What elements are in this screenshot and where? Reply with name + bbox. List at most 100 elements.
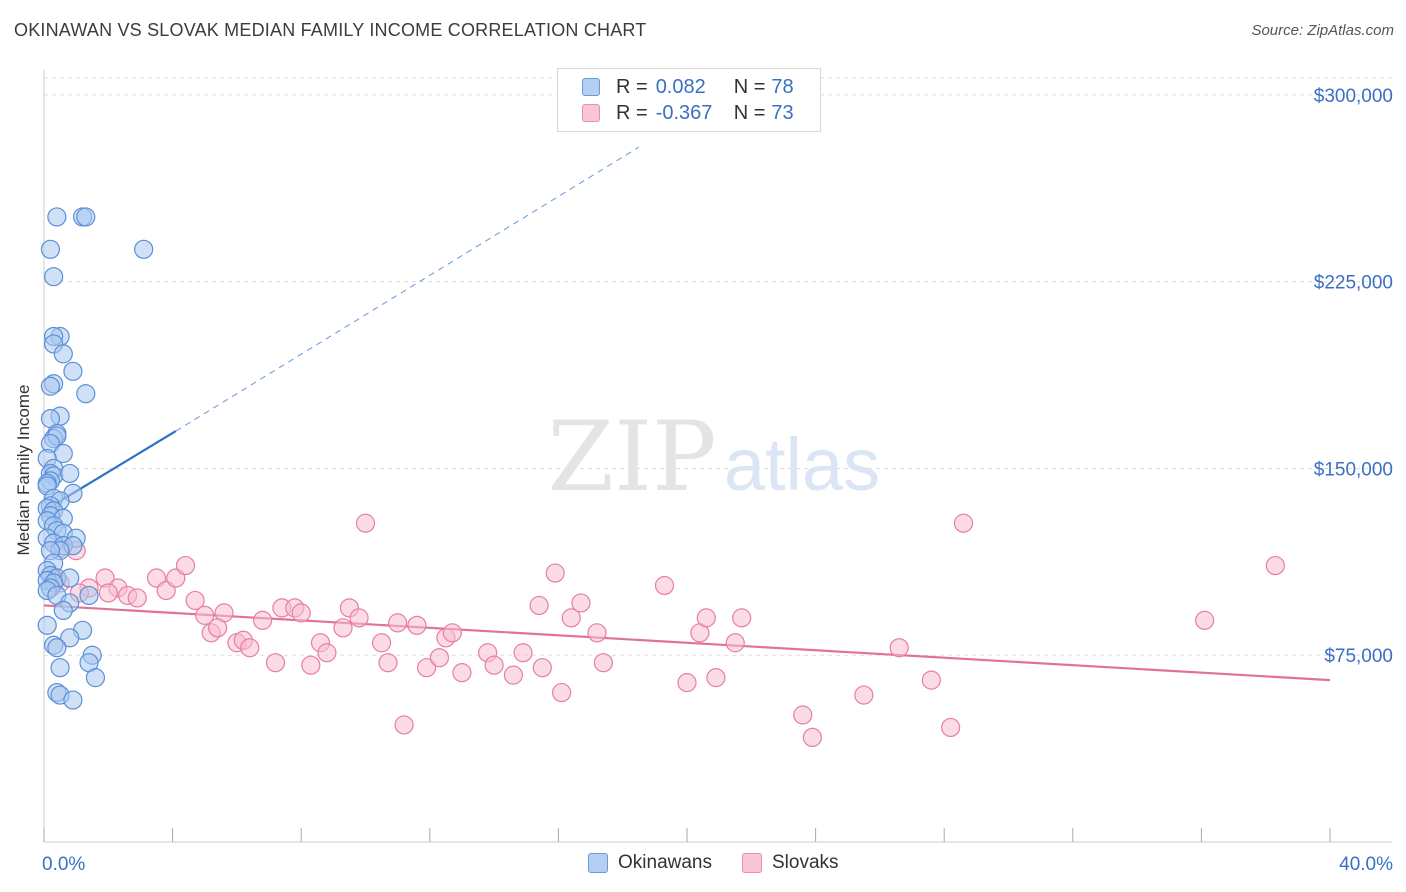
slovak-point xyxy=(127,588,147,608)
slovak-point xyxy=(394,715,414,735)
series-legend: Okinawans Slovaks xyxy=(588,852,869,874)
okinawan-point xyxy=(60,463,80,484)
slovak-point xyxy=(407,615,427,635)
slovak-point xyxy=(532,658,552,678)
axes xyxy=(43,70,1392,843)
okinawan-legend-label: Okinawans xyxy=(618,852,712,873)
okinawan-point xyxy=(44,267,64,287)
okinawan-swatch xyxy=(582,78,600,96)
slovak-points xyxy=(44,513,1285,748)
okinawan-legend-swatch xyxy=(588,853,608,873)
slovak-point xyxy=(484,655,504,675)
slovak-point xyxy=(793,705,813,725)
slovak-point xyxy=(452,663,472,683)
okinawan-point xyxy=(79,585,99,606)
okinawan-point xyxy=(47,207,67,227)
slovak-point xyxy=(593,653,614,673)
y-tick-labels: $75,000 $150,000 $225,000 $300,000 xyxy=(1314,86,1393,667)
okinawan-point xyxy=(76,384,96,404)
legend-row-slovaks: R = -0.367 N = 73 xyxy=(582,101,794,125)
slovak-point xyxy=(732,608,752,628)
slovak-point xyxy=(429,648,450,668)
slovak-point xyxy=(953,513,974,533)
x-tick-label-min: 0.0% xyxy=(42,854,85,875)
slovak-legend-swatch xyxy=(742,853,762,873)
slovak-point xyxy=(552,682,572,703)
slovak-legend-label: Slovaks xyxy=(772,852,839,873)
slovak-point xyxy=(725,633,745,653)
okinawan-trend-extension xyxy=(175,146,640,432)
n-value: 78 xyxy=(771,75,794,98)
slovak-point xyxy=(253,610,273,630)
slovak-point xyxy=(503,665,523,685)
slovak-point xyxy=(1195,610,1215,630)
y-tick-label: $300,000 xyxy=(1314,86,1393,107)
slovak-point xyxy=(416,658,437,678)
legend-item-okinawans: Okinawans xyxy=(588,852,712,874)
slovak-point xyxy=(854,685,874,705)
r-label: R = xyxy=(616,75,648,98)
okinawan-point xyxy=(40,376,61,396)
slovak-point xyxy=(301,655,321,675)
okinawan-point xyxy=(50,658,70,678)
slovak-point xyxy=(706,668,726,688)
slovak-point xyxy=(388,613,408,633)
okinawan-point xyxy=(60,628,80,648)
legend-item-slovaks: Slovaks xyxy=(742,852,839,874)
slovak-point xyxy=(654,575,675,596)
slovak-point xyxy=(265,653,286,673)
slovak-point xyxy=(240,638,260,658)
watermark-atlas: atlas xyxy=(724,423,880,506)
y-tick-label: $225,000 xyxy=(1314,273,1393,294)
okinawan-point xyxy=(63,361,83,381)
okinawan-point xyxy=(37,615,57,635)
slovak-point xyxy=(378,653,398,673)
x-tick-label-max: 40.0% xyxy=(1339,854,1393,875)
watermark: ZIP atlas xyxy=(547,401,880,513)
r-label: R = xyxy=(616,101,648,124)
okinawan-point xyxy=(47,638,67,658)
slovak-point xyxy=(442,623,462,643)
slovak-swatch xyxy=(582,104,600,122)
okinawan-points xyxy=(37,207,154,710)
slovak-point xyxy=(371,633,392,653)
slovak-point xyxy=(571,593,591,613)
y-tick-label: $150,000 xyxy=(1314,459,1393,480)
slovak-point xyxy=(802,727,822,748)
source-label: Source: ZipAtlas.com xyxy=(1251,22,1394,39)
n-value: 73 xyxy=(771,101,794,124)
r-value: -0.367 xyxy=(655,101,713,124)
okinawan-point xyxy=(40,239,61,259)
slovak-point xyxy=(317,643,337,663)
slovak-point xyxy=(561,608,581,628)
slovak-point xyxy=(355,513,376,533)
slovak-point xyxy=(941,717,961,738)
slovak-point xyxy=(587,623,607,643)
slovak-point xyxy=(98,583,118,603)
slovak-point xyxy=(349,608,369,628)
okinawan-point xyxy=(53,344,73,364)
slovak-point xyxy=(175,555,196,576)
correlation-legend: R = 0.082 N = 78 R = -0.367 N = 73 xyxy=(557,68,821,132)
okinawan-point xyxy=(85,668,106,688)
slovak-point xyxy=(1265,555,1285,576)
slovak-point xyxy=(677,673,697,693)
slovak-point xyxy=(889,638,909,658)
slovak-point xyxy=(696,608,716,628)
gridlines xyxy=(44,77,1392,656)
slovak-point xyxy=(185,590,205,611)
okinawan-point xyxy=(134,239,154,259)
okinawan-point xyxy=(53,600,73,621)
legend-row-okinawans: R = 0.082 N = 78 xyxy=(582,75,794,99)
slovak-point xyxy=(921,670,941,690)
slovak-point xyxy=(545,563,565,583)
n-label: N = xyxy=(733,101,766,124)
chart-title: OKINAWAN VS SLOVAK MEDIAN FAMILY INCOME … xyxy=(14,20,647,40)
watermark-zip: ZIP xyxy=(547,401,716,513)
slovak-point xyxy=(195,605,215,625)
okinawan-point xyxy=(60,568,80,588)
slovak-point xyxy=(291,603,311,623)
slovak-point xyxy=(529,595,549,616)
slovak-point xyxy=(208,618,228,638)
